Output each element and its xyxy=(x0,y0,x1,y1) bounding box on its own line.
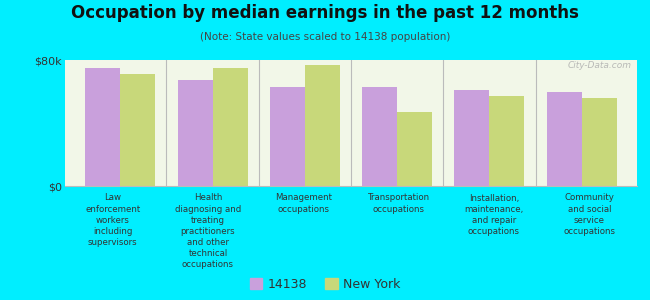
Bar xyxy=(362,87,397,186)
Bar xyxy=(454,90,489,186)
Bar xyxy=(397,112,432,186)
Bar xyxy=(547,92,582,186)
Text: Law
enforcement
workers
including
supervisors: Law enforcement workers including superv… xyxy=(85,194,140,247)
Bar xyxy=(213,68,248,186)
Bar xyxy=(305,65,340,186)
Bar xyxy=(85,68,120,186)
Bar xyxy=(489,96,525,186)
Bar xyxy=(120,74,155,186)
Text: Transportation
occupations: Transportation occupations xyxy=(368,194,430,214)
Text: (Note: State values scaled to 14138 population): (Note: State values scaled to 14138 popu… xyxy=(200,32,450,41)
Text: Management
occupations: Management occupations xyxy=(275,194,332,214)
Bar xyxy=(582,98,617,186)
Text: Community
and social
service
occupations: Community and social service occupations xyxy=(564,194,616,236)
Bar xyxy=(270,87,305,186)
Text: City-Data.com: City-Data.com xyxy=(567,61,631,70)
Legend: 14138, New York: 14138, New York xyxy=(250,278,400,291)
Text: Installation,
maintenance,
and repair
occupations: Installation, maintenance, and repair oc… xyxy=(464,194,524,236)
Bar xyxy=(177,80,213,186)
Text: Occupation by median earnings in the past 12 months: Occupation by median earnings in the pas… xyxy=(71,4,579,22)
Text: Health
diagnosing and
treating
practitioners
and other
technical
occupations: Health diagnosing and treating practitio… xyxy=(175,194,241,269)
